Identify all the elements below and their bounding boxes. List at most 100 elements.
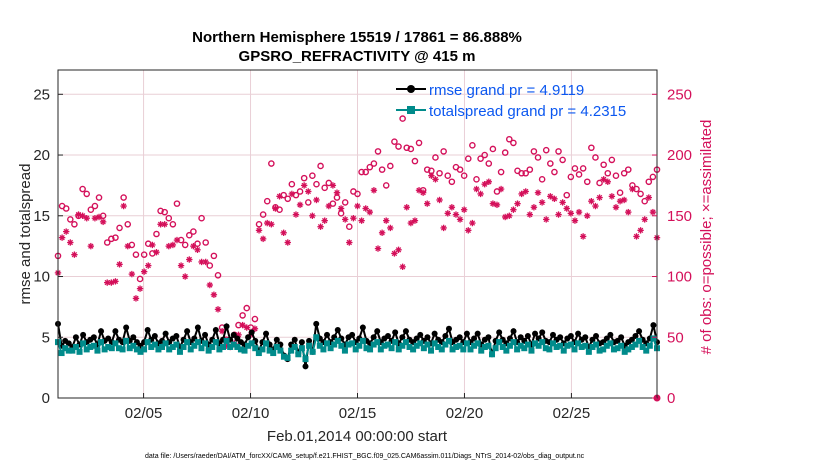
x-tick-label: 02/25 <box>553 405 591 422</box>
obs-possible-point <box>497 168 505 176</box>
obs-possible-point <box>181 241 189 249</box>
obs-assimilated-point <box>473 185 480 193</box>
totalspread-point <box>187 346 194 353</box>
obs-possible-point <box>415 139 423 147</box>
rmse-point <box>144 326 151 333</box>
obs-possible-point <box>616 189 624 196</box>
totalspread-point <box>277 347 284 354</box>
rmse-point <box>212 326 219 333</box>
y-axis-label: rmse and totalspread <box>17 164 34 305</box>
obs-assimilated-point <box>493 201 501 209</box>
obs-assimilated-point <box>206 281 214 289</box>
totalspread-point <box>298 345 305 352</box>
obs-possible-point <box>440 148 447 155</box>
totalspread-point <box>270 350 277 357</box>
rmse-point <box>474 330 481 337</box>
totalspread-point <box>58 350 65 357</box>
rmse-point <box>173 333 180 340</box>
totalspread-point <box>417 340 424 347</box>
obs-assimilated-point <box>202 258 209 266</box>
totalspread-point <box>252 345 259 352</box>
totalspread-point <box>194 339 201 346</box>
obs-possible-point <box>382 182 390 189</box>
obs-assimilated-point <box>194 246 201 253</box>
obs-possible-point <box>645 178 653 186</box>
obs-assimilated-point <box>407 219 415 227</box>
obs-possible-point <box>395 143 402 150</box>
obs-assimilated-point <box>58 234 66 241</box>
totalspread-point <box>230 341 237 348</box>
totalspread-point <box>115 345 122 352</box>
totalspread-point <box>560 347 567 354</box>
obs-possible-point <box>493 188 501 195</box>
totalspread-point <box>410 346 417 353</box>
obs-possible-point <box>255 220 263 228</box>
totalspread-point <box>399 342 406 349</box>
obs-assimilated-point <box>354 202 361 210</box>
obs-possible-point <box>161 208 168 216</box>
rmse-point <box>298 339 305 346</box>
obs-possible-point <box>378 166 386 173</box>
obs-assimilated-point <box>321 217 328 224</box>
rmse-point <box>263 330 270 337</box>
obs-assimilated-point <box>399 263 406 270</box>
obs-assimilated-point <box>284 239 291 246</box>
totalspread-point <box>539 339 546 346</box>
obs-assimilated-point <box>177 262 185 269</box>
obs-possible-point <box>588 144 595 152</box>
totalspread-point <box>442 341 449 348</box>
obs-assimilated-point <box>608 193 616 200</box>
obs-assimilated-point <box>530 204 538 211</box>
obs-assimilated-point <box>268 221 275 228</box>
totalspread-point <box>481 343 488 350</box>
obs-assimilated-point <box>559 199 566 206</box>
totalspread-point <box>596 347 603 354</box>
totalspread-point <box>643 347 650 354</box>
totalspread-point <box>184 339 191 346</box>
totalspread-point <box>62 345 69 352</box>
obs-assimilated-point <box>456 216 464 223</box>
totalspread-point <box>370 341 377 348</box>
obs-possible-point <box>477 155 484 162</box>
rmse-point <box>471 335 478 342</box>
totalspread-point <box>489 351 496 358</box>
obs-assimilated-point <box>63 228 70 235</box>
totalspread-point <box>445 337 452 344</box>
obs-possible-point <box>358 168 365 176</box>
obs-possible-point <box>210 252 218 260</box>
y2-tick-label: 100 <box>667 269 692 286</box>
obs-assimilated-point <box>649 208 657 216</box>
obs-possible-point <box>309 172 316 179</box>
obs-possible-point <box>526 166 534 173</box>
y-tick-label: 25 <box>33 86 50 103</box>
obs-possible-point <box>103 239 111 246</box>
rmse-point <box>80 331 87 338</box>
totalspread-point <box>105 343 112 350</box>
totalspread-point <box>424 341 431 348</box>
obs-assimilated-point <box>378 229 386 236</box>
y2-tick-label: 150 <box>667 208 692 225</box>
rmse-point <box>184 328 191 335</box>
totalspread-point <box>428 347 435 354</box>
rmse-point <box>151 333 158 340</box>
totalspread-point <box>72 343 79 350</box>
rmse-point <box>496 329 503 336</box>
totalspread-point <box>492 345 499 352</box>
totalspread-point <box>575 340 582 347</box>
totalspread-point <box>413 342 420 349</box>
rmse-point <box>607 331 614 338</box>
totalspread-point <box>395 346 402 353</box>
totalspread-point <box>173 341 180 348</box>
rmse-point <box>524 333 531 340</box>
obs-possible-point <box>403 144 411 152</box>
totalspread-point <box>320 346 327 353</box>
obs-possible-point <box>485 160 493 167</box>
obs-possible-point <box>116 224 123 232</box>
obs-possible-point <box>649 173 657 181</box>
obs-possible-point <box>436 169 443 177</box>
totalspread-point <box>65 347 72 354</box>
obs-possible-point <box>604 169 612 177</box>
totalspread-point <box>420 345 427 352</box>
obs-possible-point <box>522 169 530 177</box>
y2-tick-label: 250 <box>667 86 692 103</box>
